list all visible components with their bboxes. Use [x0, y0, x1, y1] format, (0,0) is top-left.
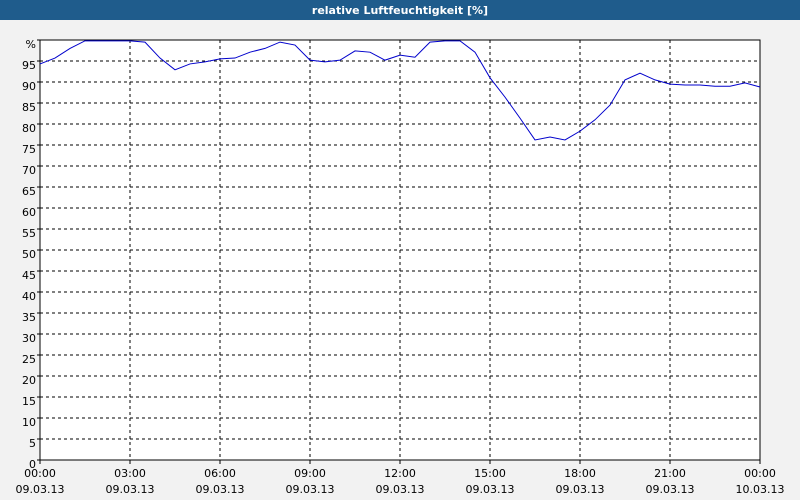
y-tick-label: 25	[22, 353, 36, 366]
y-tick-label: 35	[22, 311, 36, 324]
y-tick-label: 55	[22, 227, 36, 240]
x-tick-label: 00:00	[744, 467, 776, 480]
x-tick-date: 09.03.13	[646, 483, 695, 496]
x-tick-date: 09.03.13	[286, 483, 335, 496]
y-tick-label: 80	[22, 122, 36, 135]
y-tick-label: 10	[22, 416, 36, 429]
x-tick-date: 09.03.13	[106, 483, 155, 496]
x-tick-label: 06:00	[204, 467, 236, 480]
x-tick-label: 03:00	[114, 467, 146, 480]
y-tick-label: 0	[29, 458, 36, 471]
y-tick-label: 5	[29, 437, 36, 450]
data-line	[39, 40, 761, 141]
y-tick-label: 90	[22, 80, 36, 93]
x-tick-label: 09:00	[294, 467, 326, 480]
y-tick-label: 40	[22, 290, 36, 303]
x-tick-label: 12:00	[384, 467, 416, 480]
x-tick-date: 09.03.13	[16, 483, 65, 496]
y-tick-label: 85	[22, 101, 36, 114]
y-tick-label: 20	[22, 374, 36, 387]
x-tick-date: 09.03.13	[196, 483, 245, 496]
y-tick-label: 45	[22, 269, 36, 282]
title-bar	[0, 0, 800, 20]
y-tick-label: 30	[22, 332, 36, 345]
y-tick-label: %	[26, 38, 36, 51]
y-tick-label: 50	[22, 248, 36, 261]
y-tick-label: 75	[22, 143, 36, 156]
chart-title: relative Luftfeuchtigkeit [%]	[312, 4, 488, 17]
x-tick-date: 10.03.13	[736, 483, 785, 496]
y-tick-label: 65	[22, 185, 36, 198]
y-tick-label: 60	[22, 206, 36, 219]
x-tick-label: 00:00	[24, 467, 56, 480]
x-tick-date: 09.03.13	[556, 483, 605, 496]
x-tick-label: 15:00	[474, 467, 506, 480]
y-tick-label: 15	[22, 395, 36, 408]
y-tick-label: 70	[22, 164, 36, 177]
x-tick-date: 09.03.13	[376, 483, 425, 496]
y-tick-label: 95	[22, 59, 36, 72]
x-tick-label: 21:00	[654, 467, 686, 480]
x-tick-date: 09.03.13	[466, 483, 515, 496]
x-tick-label: 18:00	[564, 467, 596, 480]
